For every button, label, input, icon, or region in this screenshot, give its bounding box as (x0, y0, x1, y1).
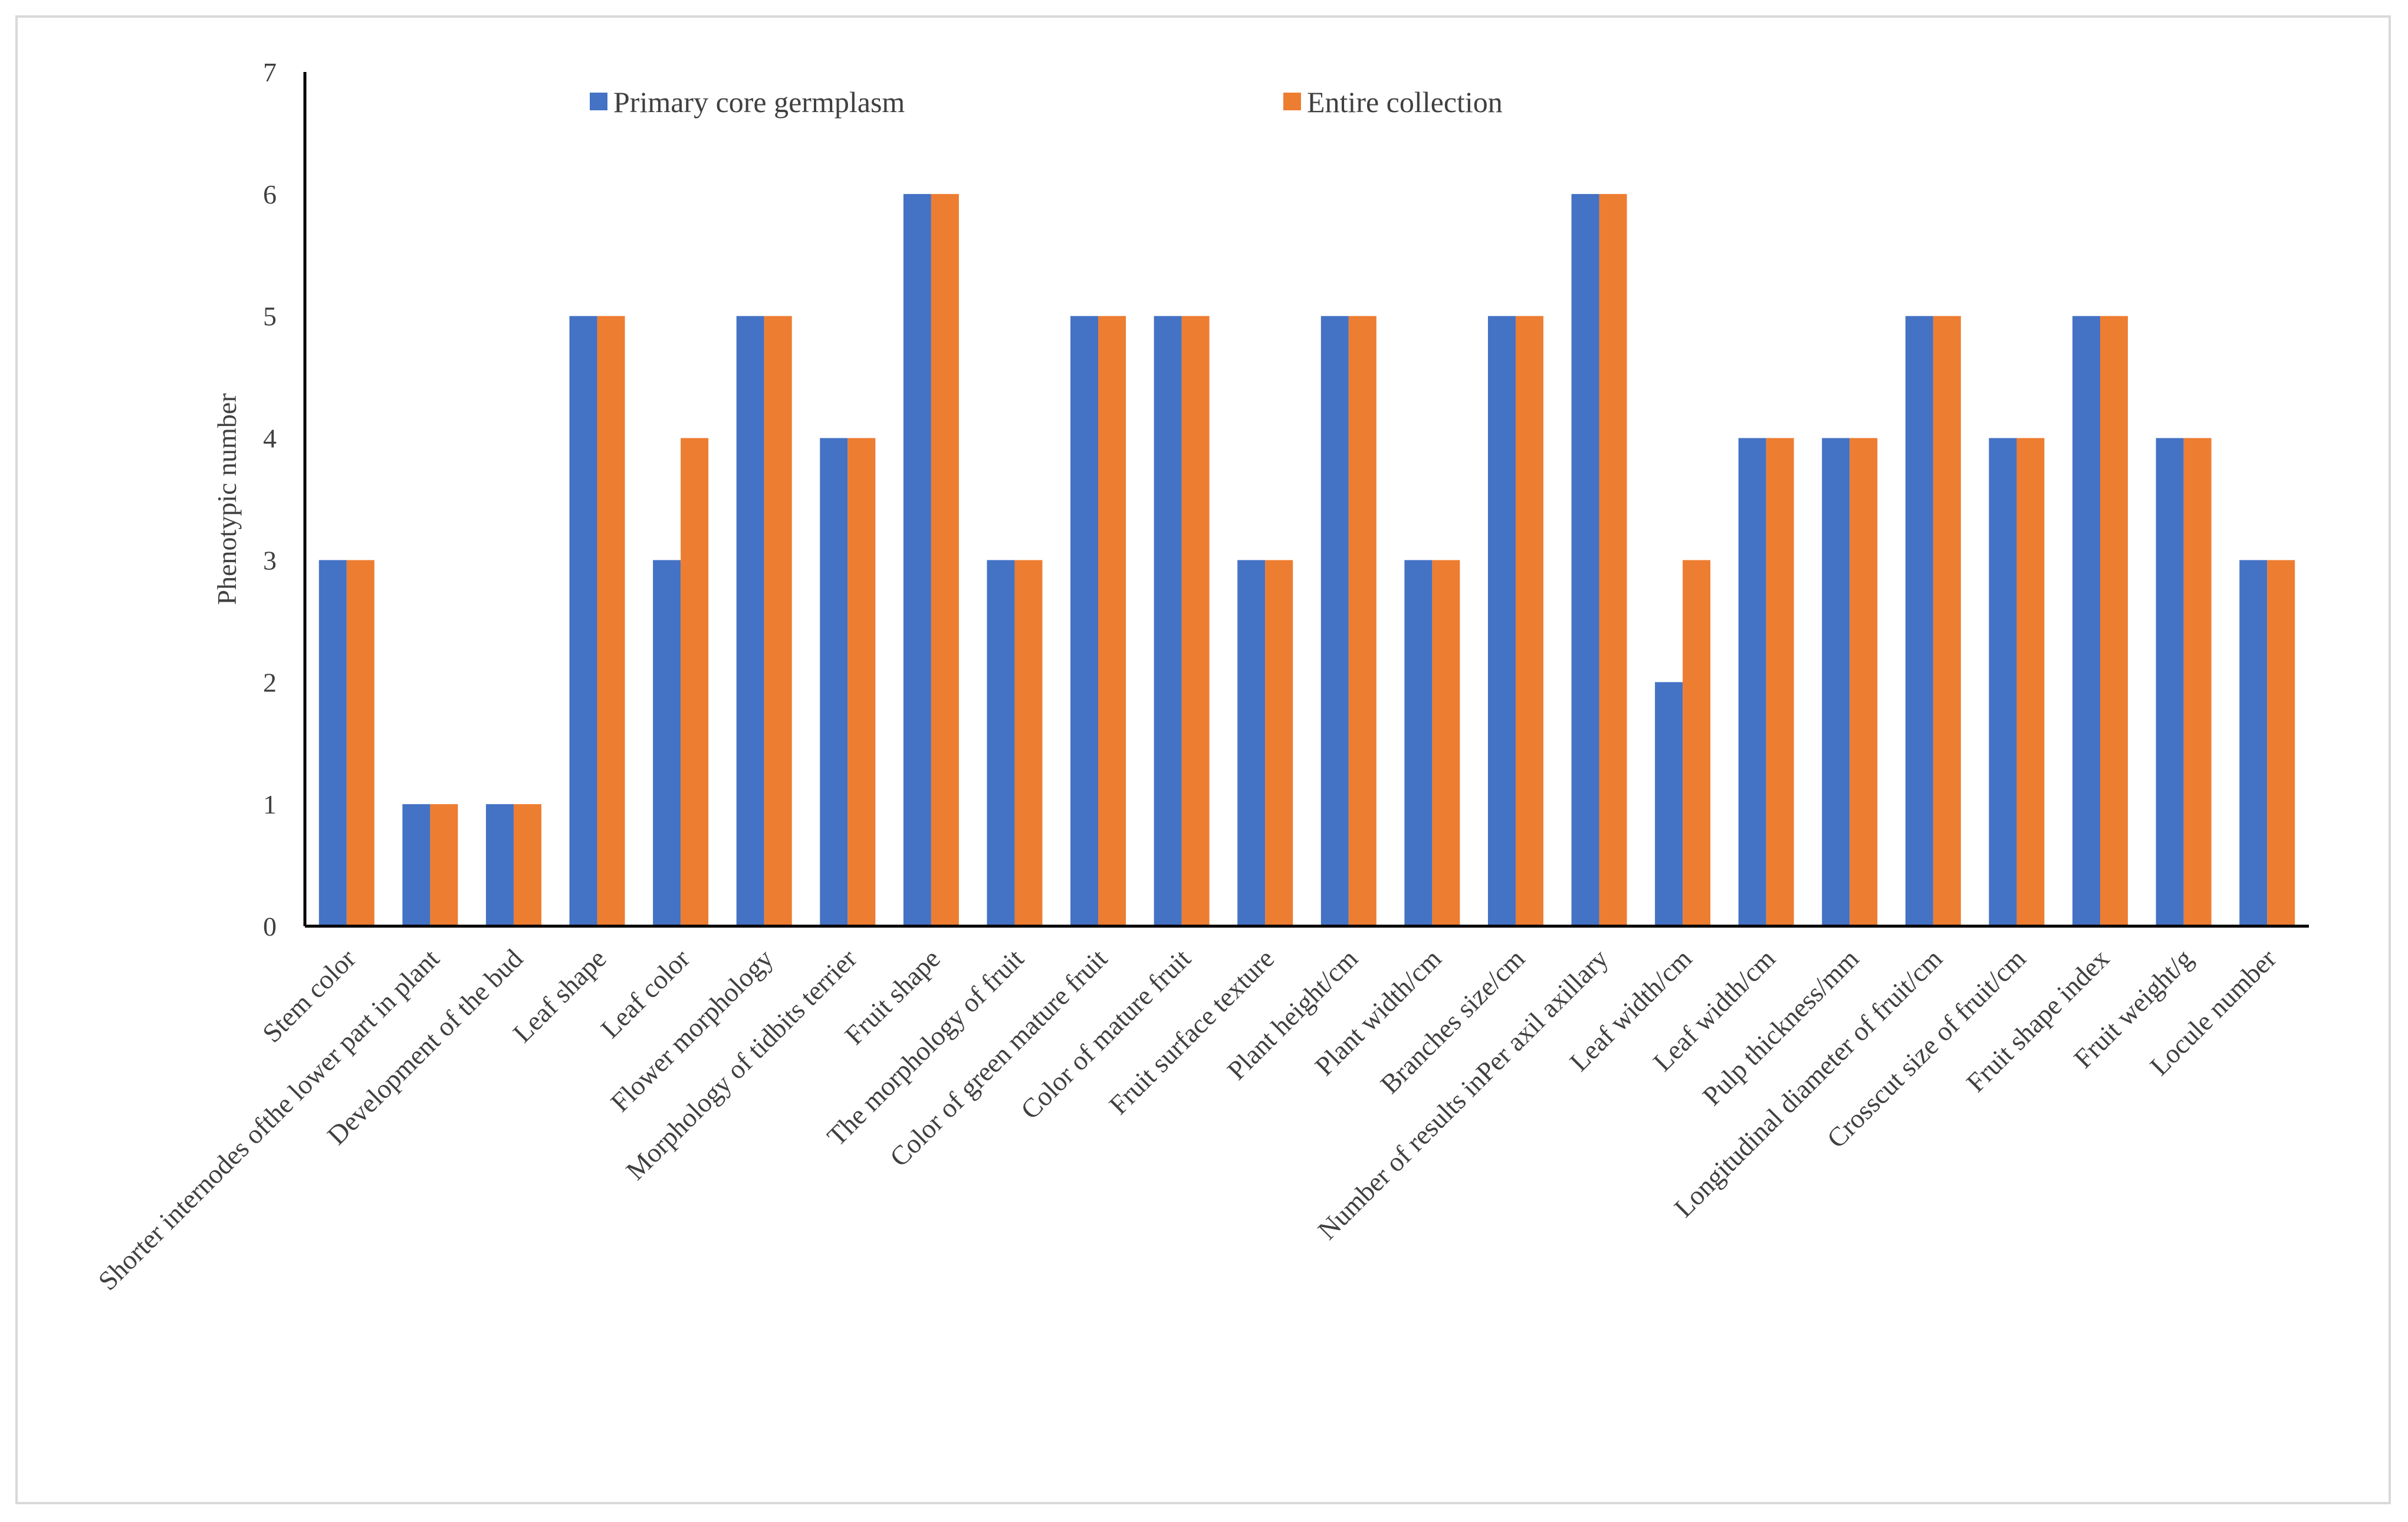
bar-primary-core (987, 560, 1015, 926)
y-axis-title: Phenotypic number (212, 393, 242, 605)
bar-primary-core (1655, 682, 1683, 926)
bar-entire-collection (1265, 560, 1293, 926)
x-category-label: Branches size/cm (1374, 943, 1530, 1100)
bar-primary-core (903, 193, 931, 926)
legend-swatch-primary-core (590, 93, 607, 110)
bar-primary-core (1571, 193, 1599, 926)
legend: Primary core germplasm Entire collection (590, 86, 1503, 119)
bar-primary-core (1320, 316, 1349, 926)
bar-entire-collection (847, 438, 876, 926)
bar-primary-core (318, 560, 347, 926)
y-tick-label: 2 (263, 667, 277, 697)
bars-layer (318, 193, 2295, 926)
bar-entire-collection (1432, 560, 1460, 926)
bar-entire-collection (2183, 438, 2212, 926)
y-tick-label: 7 (263, 57, 277, 87)
bar-primary-core (736, 316, 764, 926)
bar-primary-core (2072, 316, 2101, 926)
bar-entire-collection (2267, 560, 2295, 926)
y-tick-label: 6 (263, 179, 277, 209)
bar-entire-collection (1098, 316, 1126, 926)
x-category-label: Shorter internodes ofthe lower part in p… (93, 943, 445, 1296)
legend-label-primary-core: Primary core germplasm (613, 86, 905, 119)
bar-entire-collection (1348, 316, 1377, 926)
y-tick-label: 4 (263, 424, 277, 454)
bar-primary-core (1822, 438, 1850, 926)
bar-entire-collection (513, 804, 541, 926)
bar-primary-core (1905, 316, 1933, 926)
bar-primary-core (1738, 438, 1766, 926)
bar-primary-core (402, 804, 431, 926)
bar-entire-collection (597, 316, 625, 926)
legend-label-entire-collection: Entire collection (1307, 86, 1503, 119)
bar-entire-collection (1014, 560, 1043, 926)
bar-entire-collection (346, 560, 374, 926)
bar-primary-core (653, 560, 681, 926)
x-category-label: Pulp thickness/mm (1697, 943, 1865, 1111)
y-tick-label: 0 (263, 911, 277, 942)
bar-primary-core (1404, 560, 1433, 926)
bar-primary-core (1487, 316, 1516, 926)
y-tick-label: 5 (263, 301, 277, 332)
x-category-label: Fruit shape index (1960, 943, 2115, 1098)
bar-entire-collection (1515, 316, 1543, 926)
bar-entire-collection (764, 316, 792, 926)
bar-entire-collection (1849, 438, 1878, 926)
bar-entire-collection (681, 438, 709, 926)
x-category-label: Flower morphology (605, 943, 778, 1117)
bar-primary-core (1154, 316, 1182, 926)
bar-primary-core (1070, 316, 1099, 926)
bar-primary-core (820, 438, 848, 926)
x-category-label: Number of results inPer axil axillary (1312, 943, 1614, 1245)
y-tick-label: 1 (263, 789, 277, 819)
bar-entire-collection (1683, 560, 1711, 926)
bar-primary-core (1989, 438, 2017, 926)
bar-entire-collection (1766, 438, 1794, 926)
bar-entire-collection (2100, 316, 2128, 926)
axes-layer (303, 72, 2309, 928)
bar-entire-collection (1933, 316, 1961, 926)
bar-primary-core (485, 804, 514, 926)
bar-primary-core (569, 316, 597, 926)
legend-swatch-entire-collection (1283, 93, 1301, 110)
y-tick-label: 3 (263, 545, 277, 575)
y-tick-labels: 0 1 2 3 4 5 6 7 (263, 57, 277, 942)
bar-entire-collection (2016, 438, 2045, 926)
bar-primary-core (2156, 438, 2184, 926)
bar-primary-core (1237, 560, 1266, 926)
bar-primary-core (2239, 560, 2268, 926)
bar-entire-collection (931, 193, 959, 926)
bar-entire-collection (1599, 193, 1627, 926)
bar-entire-collection (1181, 316, 1210, 926)
bar-entire-collection (430, 804, 458, 926)
